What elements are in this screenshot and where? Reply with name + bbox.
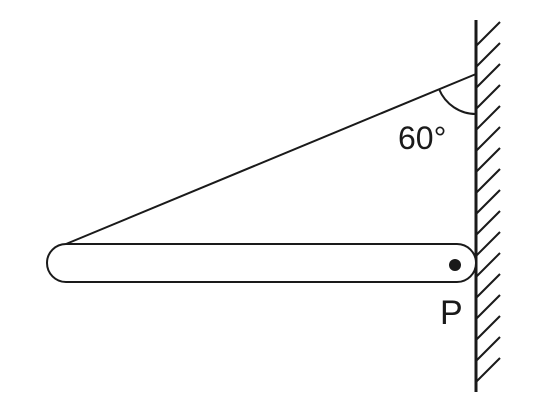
hatch-mark bbox=[476, 22, 500, 46]
hatch-mark bbox=[476, 106, 500, 130]
hatch-mark bbox=[476, 85, 500, 109]
hatch-mark bbox=[476, 274, 500, 298]
hatch-mark bbox=[476, 43, 500, 67]
hatch-mark bbox=[476, 295, 500, 319]
hatch-mark bbox=[476, 253, 500, 277]
hatch-mark bbox=[476, 127, 500, 151]
hatch-mark bbox=[476, 358, 500, 382]
pivot-label: P bbox=[440, 294, 463, 332]
hatch-mark bbox=[476, 148, 500, 172]
hatch-mark bbox=[476, 64, 500, 88]
rod bbox=[47, 244, 476, 282]
hatch-mark bbox=[476, 190, 500, 214]
hatch-mark bbox=[476, 232, 500, 256]
angle-arc bbox=[439, 89, 476, 114]
hatch-mark bbox=[476, 211, 500, 235]
hatch-mark bbox=[476, 169, 500, 193]
hatch-mark bbox=[476, 316, 500, 340]
angle-label: 60° bbox=[398, 120, 446, 156]
hatch-mark bbox=[476, 337, 500, 361]
wall-hatching bbox=[476, 22, 500, 382]
support-string bbox=[66, 74, 476, 244]
pivot-dot bbox=[449, 259, 461, 271]
